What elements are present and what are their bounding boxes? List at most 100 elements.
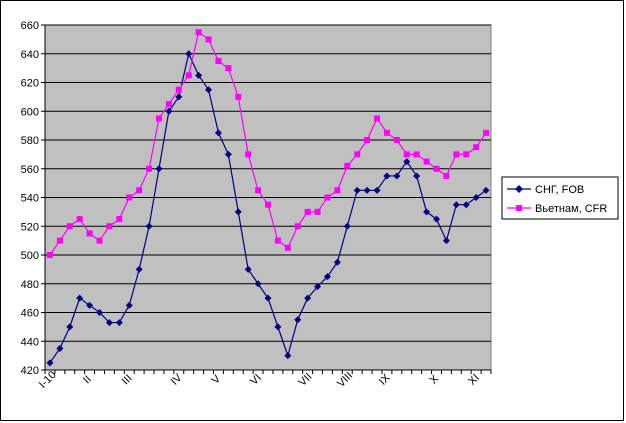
data-point-series-1 (146, 165, 153, 172)
data-point-series-1 (374, 115, 381, 122)
data-point-series-0 (452, 201, 460, 209)
data-point-series-0 (403, 158, 411, 166)
data-point-series-0 (482, 186, 490, 194)
data-point-series-0 (195, 71, 203, 79)
x-tick-label: XI (466, 372, 482, 388)
data-point-series-1 (66, 223, 73, 230)
data-point-series-1 (86, 230, 93, 237)
data-point-series-1 (136, 187, 143, 194)
gridlines (45, 24, 491, 342)
data-point-series-1 (155, 115, 162, 122)
data-point-series-1 (304, 208, 311, 215)
data-point-series-0 (442, 237, 450, 245)
data-point-series-1 (413, 151, 420, 158)
data-point-series-1 (433, 165, 440, 172)
data-point-series-1 (393, 137, 400, 143)
data-point-series-1 (215, 57, 222, 64)
data-point-series-0 (353, 186, 361, 194)
data-point-series-1 (205, 36, 212, 43)
data-point-series-1 (274, 237, 281, 244)
legend: СНГ, FOB Вьетнам, CFR (501, 176, 619, 220)
y-tick-label: 420 (21, 365, 39, 377)
data-point-series-0 (155, 165, 163, 173)
data-point-series-0 (274, 323, 282, 331)
data-point-series-1 (294, 223, 301, 230)
data-point-series-0 (56, 344, 64, 352)
x-axis: I-10 II III IV V VI VII VIII IX X XI (37, 369, 492, 391)
data-point-series-1 (116, 216, 123, 223)
data-point-series-0 (165, 107, 173, 115)
y-tick-label: 540 (21, 193, 39, 205)
data-point-series-0 (393, 172, 401, 180)
data-point-series-1 (185, 72, 192, 79)
y-tick-label: 620 (21, 78, 39, 90)
data-point-series-1 (76, 216, 83, 223)
data-point-series-1 (165, 101, 172, 108)
data-point-series-1 (403, 151, 410, 158)
y-tick-label: 600 (21, 106, 39, 118)
legend-label-series-1: Вьетнам, CFR (535, 203, 607, 215)
data-point-series-0 (214, 129, 222, 137)
x-tick-label: VII (297, 371, 315, 389)
legend-box (501, 176, 619, 220)
data-point-series-1 (56, 237, 63, 244)
x-tick-label: II (81, 373, 94, 386)
data-point-series-0 (96, 309, 104, 316)
data-point-series-1 (284, 244, 291, 251)
data-point-series-1 (195, 29, 202, 36)
y-tick-label: 500 (21, 250, 39, 262)
data-point-series-0 (383, 172, 391, 180)
data-point-series-0 (224, 150, 232, 158)
x-tick-label: IX (377, 371, 393, 387)
x-tick-label: I-10 (37, 369, 59, 391)
y-tick-label: 460 (21, 308, 39, 320)
data-point-series-0 (284, 352, 292, 360)
data-point-series-0 (86, 301, 94, 309)
data-point-series-0 (294, 316, 302, 324)
data-point-series-0 (76, 294, 84, 302)
data-point-series-1 (225, 65, 232, 72)
data-point-series-1 (255, 187, 262, 194)
data-point-series-1 (473, 144, 480, 151)
data-point-series-0 (304, 294, 312, 302)
x-tick-label: VI (248, 372, 264, 388)
data-point-series-1 (46, 252, 53, 258)
data-point-series-0 (373, 186, 381, 194)
data-point-series-0 (185, 50, 193, 58)
data-point-series-0 (432, 215, 440, 223)
data-point-series-0 (135, 265, 143, 273)
data-point-series-1 (463, 151, 470, 158)
data-point-series-1 (324, 194, 331, 201)
data-point-series-0 (205, 86, 213, 94)
legend-marker-series-1 (516, 205, 522, 211)
data-point-series-1 (96, 237, 103, 244)
data-point-series-0 (472, 194, 480, 201)
data-point-series-0 (462, 201, 470, 209)
data-point-series-1 (423, 158, 430, 165)
series-layer (46, 29, 490, 367)
y-tick-label: 480 (21, 279, 39, 291)
data-point-series-1 (453, 151, 460, 158)
data-point-series-1 (106, 223, 113, 230)
data-point-series-1 (245, 151, 252, 158)
legend-marker-series-0 (515, 185, 523, 193)
data-point-series-0 (46, 359, 54, 367)
data-point-series-1 (364, 137, 371, 143)
data-point-series-0 (413, 172, 421, 180)
data-point-series-0 (423, 208, 431, 216)
data-point-series-1 (383, 129, 390, 136)
data-point-series-0 (125, 301, 133, 309)
data-point-series-1 (483, 129, 490, 136)
x-tick-label: III (120, 372, 135, 387)
data-point-series-1 (334, 187, 341, 194)
data-point-series-1 (443, 172, 450, 179)
legend-label-series-0: СНГ, FOB (535, 184, 584, 196)
x-tick-label: X (428, 373, 442, 387)
y-tick-label: 440 (21, 336, 39, 348)
data-point-series-0 (175, 93, 183, 101)
y-tick-label: 660 (21, 20, 39, 32)
data-point-series-1 (126, 194, 133, 201)
data-point-series-0 (66, 323, 74, 331)
x-tick-label: IV (169, 371, 185, 387)
